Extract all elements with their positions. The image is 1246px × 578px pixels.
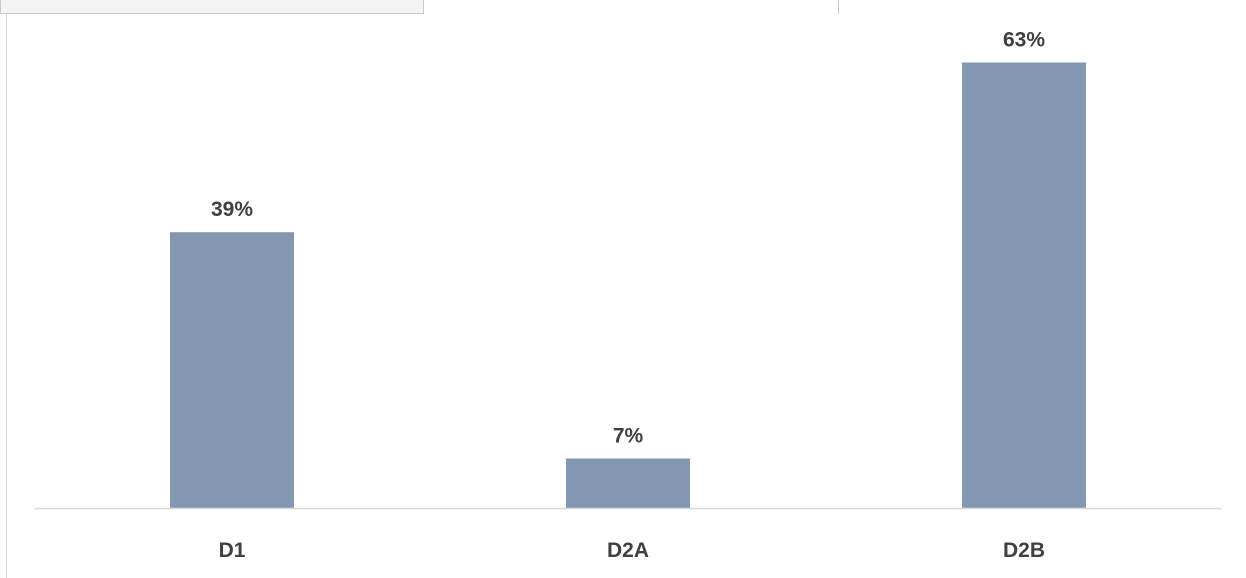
chart-frame-edge — [6, 14, 7, 578]
spreadsheet-header-strip — [0, 0, 1246, 16]
bar-d1 — [170, 232, 294, 508]
data-label-d2b: 63% — [1003, 29, 1045, 52]
data-label-d2a: 7% — [613, 425, 644, 448]
category-label-d2b: D2B — [1003, 539, 1045, 562]
category-labels-group: D1 D2A D2B — [219, 539, 1045, 562]
bars-group — [170, 62, 1086, 508]
category-label-d2a: D2A — [607, 539, 649, 562]
category-label-d1: D1 — [219, 539, 246, 562]
data-label-d1: 39% — [211, 198, 253, 221]
bar-d2a — [566, 458, 690, 508]
header-cell — [0, 0, 424, 14]
bar-d2b — [962, 62, 1086, 508]
header-cell — [424, 0, 839, 14]
data-labels-group: 39% 7% 63% — [211, 29, 1045, 448]
